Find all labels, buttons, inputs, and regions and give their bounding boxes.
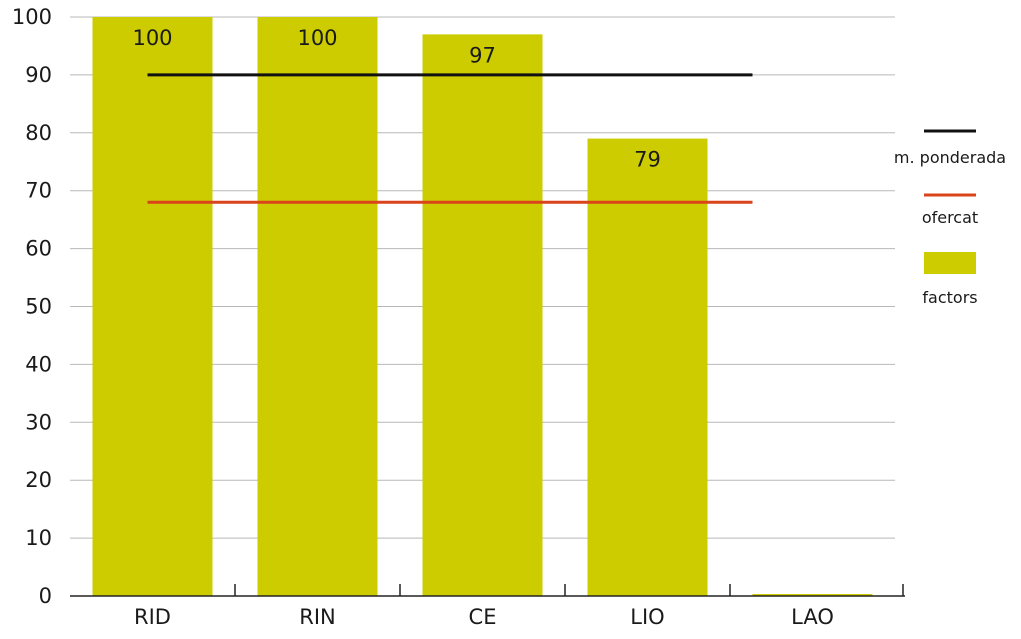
y-tick-label: 20: [25, 468, 52, 492]
bar-rid: [92, 17, 213, 596]
y-tick-label: 10: [25, 526, 52, 550]
bars: [92, 17, 873, 597]
y-tick-label: 30: [25, 410, 52, 434]
y-tick-label: 90: [25, 63, 52, 87]
y-tick-label: 40: [25, 352, 52, 376]
y-tick-label: 70: [25, 179, 52, 203]
bar-value-label: 79: [634, 148, 661, 172]
reference-lines: [147, 73, 753, 204]
y-tick-label: 0: [39, 584, 52, 608]
x-tick-label: LAO: [791, 605, 834, 629]
bar-value-label: 100: [132, 26, 172, 50]
x-tick-label: LIO: [630, 605, 664, 629]
legend-label: ofercat: [922, 208, 978, 227]
legend-label: factors: [922, 288, 977, 307]
legend-label: m. ponderada: [894, 148, 1006, 167]
bar-value-label: 100: [297, 26, 337, 50]
y-tick-label: 100: [12, 5, 52, 29]
axes: 0 10 20 30 40 50 60 70 80 90 100 RID RIN CE LIO LAO: [12, 5, 905, 629]
bar-lio: [587, 138, 708, 596]
bar-value-label: 97: [469, 43, 496, 67]
x-tick-label: RIN: [299, 605, 336, 629]
data-labels: 100 100 97 79: [132, 26, 660, 172]
legend-swatch: [924, 252, 976, 274]
legend: m. ponderada ofercat factors: [894, 129, 1006, 307]
y-tick-label: 80: [25, 121, 52, 145]
bar-rin: [257, 17, 378, 596]
x-tick-label: RID: [134, 605, 171, 629]
y-tick-label: 60: [25, 237, 52, 261]
x-tick-label: CE: [469, 605, 497, 629]
y-tick-label: 50: [25, 295, 52, 319]
bar-lao: [752, 594, 873, 596]
bar-ce: [422, 34, 543, 597]
